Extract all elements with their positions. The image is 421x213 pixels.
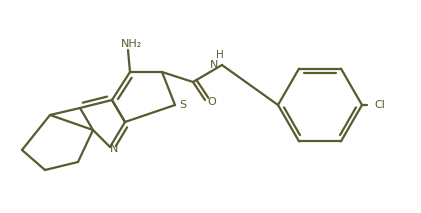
Text: H: H (216, 50, 224, 60)
Text: NH₂: NH₂ (120, 39, 141, 49)
Text: O: O (208, 97, 216, 107)
Text: S: S (179, 100, 187, 110)
Text: N: N (210, 60, 218, 70)
Text: N: N (110, 144, 118, 154)
Text: Cl: Cl (375, 100, 386, 110)
